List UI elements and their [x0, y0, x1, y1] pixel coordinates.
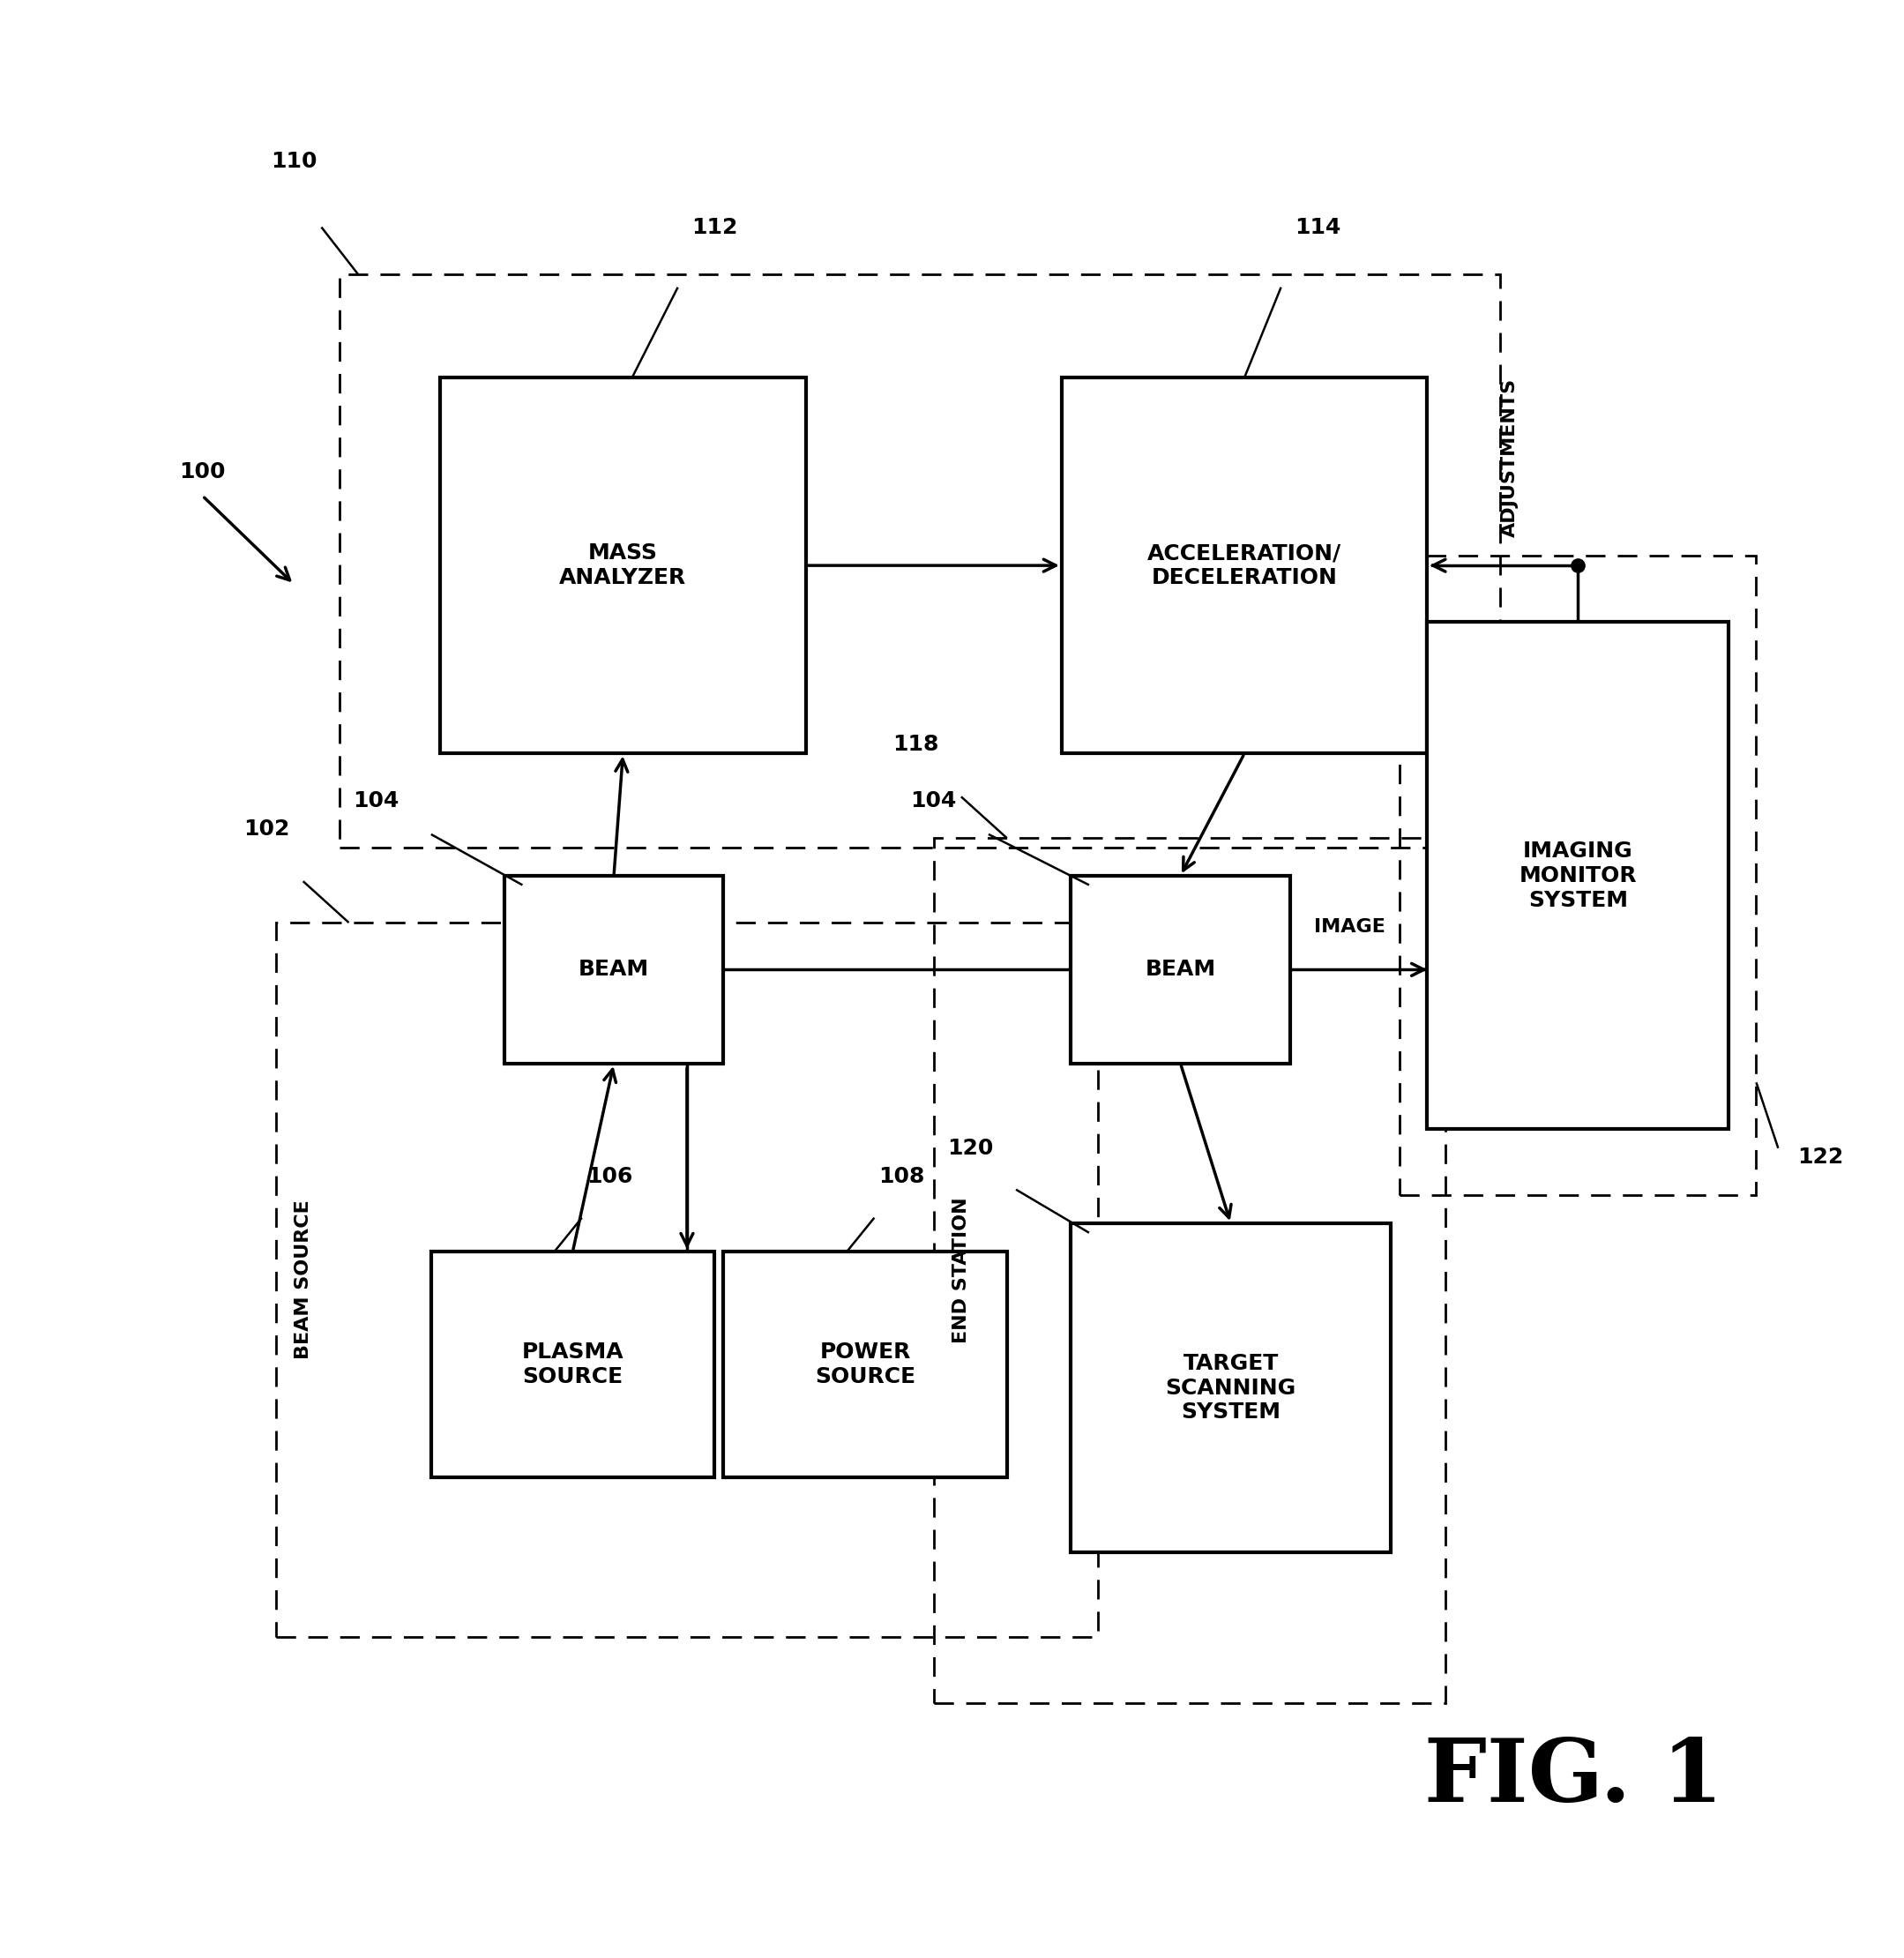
- Text: 104: 104: [910, 789, 958, 811]
- Text: ADJUSTMENTS: ADJUSTMENTS: [1500, 378, 1517, 536]
- Bar: [933, 838, 1445, 1703]
- Text: IMAGING
MONITOR
SYSTEM: IMAGING MONITOR SYSTEM: [1519, 840, 1637, 910]
- Text: 102: 102: [244, 818, 289, 840]
- Text: MASS
ANALYZER: MASS ANALYZER: [560, 542, 687, 587]
- Text: 120: 120: [946, 1138, 994, 1159]
- Text: TARGET
SCANNING
SYSTEM: TARGET SCANNING SYSTEM: [1165, 1353, 1297, 1423]
- Text: 112: 112: [691, 217, 737, 237]
- Text: 118: 118: [893, 734, 939, 754]
- Text: ACCELERATION/
DECELERATION: ACCELERATION/ DECELERATION: [1148, 542, 1342, 587]
- Bar: [1070, 1224, 1390, 1553]
- Bar: [505, 875, 724, 1063]
- Text: BEAM: BEAM: [1144, 959, 1217, 981]
- Bar: [1062, 378, 1428, 754]
- Bar: [1399, 556, 1755, 1194]
- Bar: [440, 378, 805, 754]
- Text: 100: 100: [179, 460, 227, 482]
- Text: BEAM: BEAM: [579, 959, 649, 981]
- Bar: [1428, 623, 1729, 1130]
- Text: 106: 106: [586, 1165, 632, 1187]
- Text: END STATION: END STATION: [952, 1196, 969, 1343]
- Bar: [276, 922, 1099, 1637]
- Text: 122: 122: [1797, 1147, 1843, 1169]
- Text: POWER
SOURCE: POWER SOURCE: [815, 1341, 916, 1386]
- Text: PLASMA
SOURCE: PLASMA SOURCE: [522, 1341, 625, 1386]
- Text: 108: 108: [878, 1165, 925, 1187]
- Text: FIG. 1: FIG. 1: [1424, 1735, 1723, 1821]
- Text: 110: 110: [270, 151, 318, 172]
- Text: 114: 114: [1295, 217, 1340, 237]
- Bar: [1070, 875, 1291, 1063]
- Bar: [724, 1251, 1007, 1476]
- Bar: [430, 1251, 714, 1476]
- Text: 104: 104: [352, 789, 400, 811]
- Text: BEAM SOURCE: BEAM SOURCE: [295, 1200, 312, 1359]
- Text: IMAGE: IMAGE: [1314, 918, 1386, 936]
- Bar: [339, 274, 1500, 848]
